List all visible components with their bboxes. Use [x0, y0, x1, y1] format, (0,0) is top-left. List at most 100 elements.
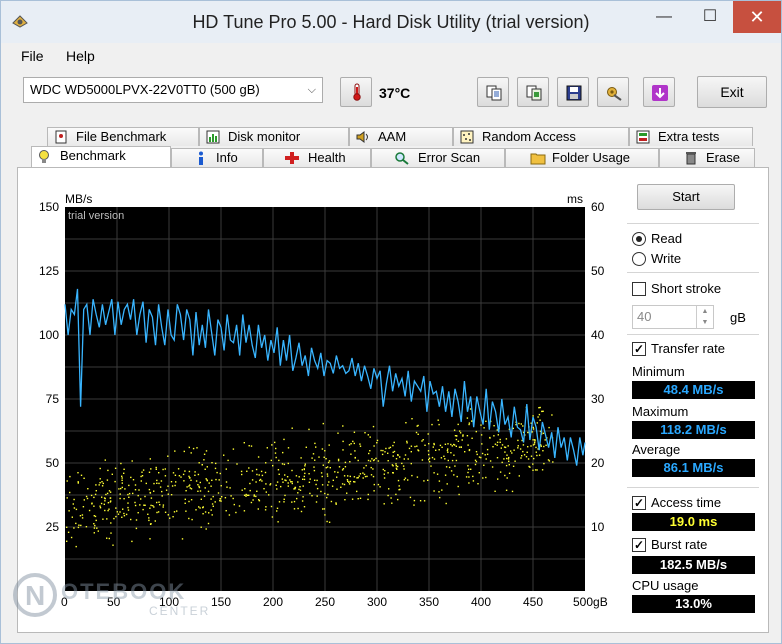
access-time-point	[284, 494, 286, 497]
access-time-point	[527, 446, 529, 448]
maximize-button[interactable]: ☐	[702, 8, 718, 25]
tab-info[interactable]: Info	[171, 148, 263, 167]
access-time-point	[541, 410, 543, 413]
menu-help[interactable]: Help	[66, 48, 95, 64]
access-time-point	[122, 508, 124, 510]
access-time-point	[178, 475, 181, 477]
access-time-point	[413, 504, 415, 506]
access-time-point	[188, 517, 190, 520]
transfer-rate-checkbox[interactable]: ✓	[632, 342, 646, 356]
access-time-point	[532, 426, 534, 429]
tab-label: Disk monitor	[228, 129, 301, 144]
access-time-checkbox[interactable]: ✓	[632, 496, 646, 510]
access-time-point	[354, 450, 356, 452]
access-time-point	[551, 414, 553, 416]
close-button[interactable]: ✕	[733, 1, 781, 33]
access-time-point	[372, 468, 374, 470]
access-time-point	[190, 499, 193, 501]
right-tick-label: 30	[591, 392, 605, 406]
access-time-point	[410, 462, 412, 465]
access-time-point	[278, 501, 281, 503]
access-time-point	[107, 469, 109, 472]
tab-extra-tests[interactable]: Extra tests	[629, 127, 753, 146]
speaker-icon	[356, 131, 368, 143]
access-time-point	[132, 479, 135, 481]
access-time-point	[311, 457, 313, 459]
access-time-point	[283, 498, 285, 500]
x-tick-label: 200	[263, 595, 283, 609]
access-time-point	[478, 456, 481, 458]
write-radio[interactable]	[632, 252, 646, 266]
short-stroke-unit: gB	[730, 310, 746, 325]
spin-up-icon[interactable]: ▲	[696, 306, 713, 317]
access-time-point	[304, 463, 306, 465]
access-time-point	[258, 499, 260, 501]
transfer-rate-label: Transfer rate	[651, 341, 725, 356]
spin-down-icon[interactable]: ▼	[696, 317, 713, 328]
access-time-point	[403, 458, 405, 460]
copy-screen-button[interactable]	[517, 77, 549, 107]
tab-erase[interactable]: Erase	[659, 148, 755, 167]
access-time-point	[381, 453, 384, 456]
minimize-button[interactable]: —	[656, 8, 672, 25]
access-time-point	[318, 456, 320, 458]
access-time-point	[337, 458, 340, 461]
access-time-point	[265, 462, 267, 464]
short-stroke-checkbox[interactable]	[632, 282, 646, 296]
tab-disk-monitor[interactable]: Disk monitor	[199, 127, 349, 146]
burst-rate-checkbox[interactable]: ✓	[632, 538, 646, 552]
short-stroke-input[interactable]: 40 ▲ ▼	[632, 305, 714, 329]
access-time-point	[105, 493, 107, 496]
access-time-point	[493, 435, 495, 437]
access-time-point	[349, 480, 352, 483]
access-time-point	[123, 498, 125, 500]
access-time-point	[496, 441, 499, 443]
access-time-point	[293, 508, 296, 510]
access-time-point	[538, 413, 541, 416]
tab-aam[interactable]: AAM	[349, 127, 453, 146]
start-button[interactable]: Start	[637, 184, 735, 210]
access-time-point	[156, 501, 158, 504]
copy-text-button[interactable]	[477, 77, 509, 107]
tab-error-scan[interactable]: Error Scan	[371, 148, 505, 167]
menu-file[interactable]: File	[21, 48, 44, 64]
access-time-point	[77, 482, 79, 484]
temperature-button[interactable]	[340, 77, 372, 107]
access-time-point	[220, 485, 222, 487]
tab-random-access[interactable]: Random Access	[453, 127, 629, 146]
access-time-point	[326, 475, 329, 477]
average-value: 86.1 MB/s	[632, 459, 755, 477]
access-time-point	[392, 472, 394, 474]
access-time-point	[534, 439, 536, 441]
access-time-point	[70, 536, 73, 539]
access-time-point	[251, 479, 254, 481]
tab-file-benchmark[interactable]: File Benchmark	[47, 127, 199, 146]
access-time-point	[458, 446, 461, 448]
access-time-point	[131, 540, 133, 543]
save-button[interactable]	[557, 77, 589, 107]
download-button[interactable]	[643, 77, 675, 107]
drive-select[interactable]: WDC WD5000LPVX-22V0TT0 (500 gB) ⌵	[23, 77, 323, 103]
exit-button[interactable]: Exit	[697, 76, 767, 108]
tab-folder-usage[interactable]: Folder Usage	[505, 148, 659, 167]
access-time-point	[259, 478, 262, 481]
access-time-point	[372, 425, 375, 428]
access-time-point	[328, 460, 331, 462]
access-time-point	[508, 460, 510, 462]
access-time-point	[265, 506, 267, 508]
access-time-point	[272, 465, 274, 467]
access-time-point	[372, 459, 375, 462]
access-time-point	[464, 451, 466, 453]
access-time-point	[387, 494, 389, 497]
access-time-point	[98, 484, 100, 486]
access-time-point	[326, 496, 328, 499]
tab-benchmark[interactable]: Benchmark	[31, 146, 171, 168]
tab-health[interactable]: Health	[263, 148, 371, 167]
access-time-point	[522, 431, 525, 434]
options-button[interactable]	[597, 77, 629, 107]
access-time-point	[298, 476, 300, 478]
access-time-point	[424, 444, 426, 446]
read-radio[interactable]	[632, 232, 646, 246]
access-time-point	[111, 473, 113, 475]
access-time-point	[80, 474, 83, 476]
